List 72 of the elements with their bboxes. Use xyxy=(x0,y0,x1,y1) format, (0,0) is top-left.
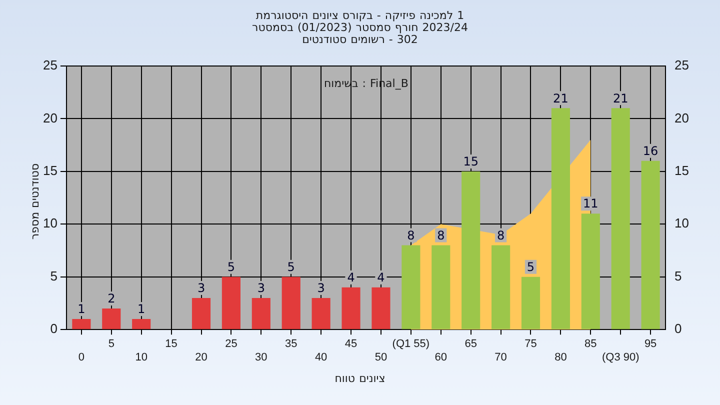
data-label: 4 xyxy=(377,270,385,285)
data-label: 3 xyxy=(197,281,206,296)
bar xyxy=(192,298,211,330)
data-label: 1 xyxy=(78,302,86,316)
x-tick-label: 65 xyxy=(464,338,477,350)
x-tick-label: 75 xyxy=(524,338,537,350)
y-tick-label: 10 xyxy=(42,216,58,231)
data-label: 5 xyxy=(287,260,295,274)
x-tick-label: (Q1 55) xyxy=(392,338,430,350)
x-tick-label: 45 xyxy=(344,338,358,350)
y-tick-label: 20 xyxy=(42,110,58,126)
y-tick-label: 5 xyxy=(50,268,58,284)
x-tick-label: 50 xyxy=(374,351,388,364)
data-label: 5 xyxy=(227,260,236,274)
data-label: 5 xyxy=(526,260,535,274)
bar xyxy=(252,298,270,330)
data-label: 8 xyxy=(407,228,415,242)
data-label: 1 xyxy=(138,302,146,316)
data-label: 21 xyxy=(553,91,568,106)
bar xyxy=(102,308,121,330)
bar xyxy=(521,276,540,330)
x-tick-label: 5 xyxy=(108,338,114,350)
data-label: 16 xyxy=(642,144,658,158)
y2-tick-label: 0 xyxy=(674,321,682,336)
y-tick-label: 15 xyxy=(42,163,58,178)
y-axis-title: מספר סטודנטים xyxy=(28,163,42,240)
x-tick-label: 85 xyxy=(584,338,597,350)
x-tick-label: 40 xyxy=(314,351,328,364)
bar xyxy=(581,214,600,330)
bar xyxy=(222,276,240,330)
x-tick-label: 20 xyxy=(195,351,208,364)
x-tick-label: 25 xyxy=(225,338,238,350)
bar xyxy=(132,319,151,330)
bar xyxy=(282,276,300,330)
x-tick-label: (Q3 90) xyxy=(602,351,640,364)
data-label: 8 xyxy=(437,228,445,242)
bar xyxy=(402,245,420,330)
data-label: 3 xyxy=(257,281,265,296)
x-tick-label: 60 xyxy=(434,351,448,364)
data-label: 4 xyxy=(347,270,355,285)
data-label: 11 xyxy=(583,196,598,211)
y-tick-label: 25 xyxy=(42,58,58,73)
y2-tick-label: 5 xyxy=(674,268,682,284)
x-tick-label: 35 xyxy=(284,338,298,350)
x-tick-label: 10 xyxy=(135,351,148,364)
x-tick-label: 30 xyxy=(255,351,268,364)
x-tick-label: 80 xyxy=(554,351,567,364)
data-label: 3 xyxy=(317,281,325,296)
data-label: 8 xyxy=(496,228,505,242)
y2-tick-label: 15 xyxy=(674,163,690,178)
data-label: 21 xyxy=(612,91,628,106)
y-tick-label: 0 xyxy=(50,321,58,336)
x-tick-label: 0 xyxy=(78,351,84,364)
y2-tick-label: 10 xyxy=(674,216,690,231)
data-label: 2 xyxy=(108,292,116,306)
bar xyxy=(432,245,450,330)
data-label: 15 xyxy=(463,154,478,169)
bar xyxy=(611,108,630,330)
bar xyxy=(312,298,330,330)
bar xyxy=(641,160,660,330)
x-axis-title: טווח ציונים xyxy=(334,372,386,385)
x-tick-label: 70 xyxy=(494,351,507,364)
x-tick-label: 15 xyxy=(165,338,178,350)
y2-tick-label: 20 xyxy=(674,110,690,126)
bar xyxy=(492,245,510,330)
bar xyxy=(72,319,91,330)
bar xyxy=(551,108,570,330)
bar xyxy=(372,287,390,330)
bar xyxy=(342,287,360,330)
y2-tick-label: 25 xyxy=(674,58,690,73)
bar xyxy=(462,171,480,330)
x-tick-label: 95 xyxy=(644,338,657,350)
